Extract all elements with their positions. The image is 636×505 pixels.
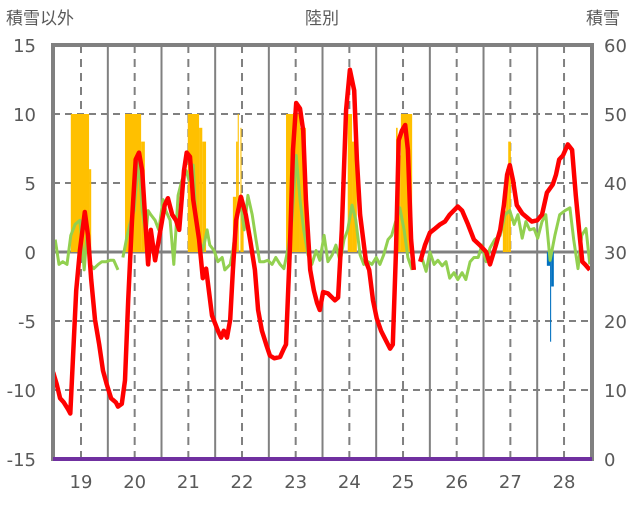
y-right-tick-label: 0: [604, 450, 615, 471]
y-left-tick-label: 5: [25, 174, 36, 195]
x-tick-label: 27: [499, 472, 522, 493]
bar-orange: [236, 141, 238, 252]
bar-orange: [347, 114, 353, 252]
y-left-tick-label: 10: [13, 105, 36, 126]
plot-frame: [51, 43, 594, 461]
bar-orange: [400, 114, 413, 252]
bar-orange: [89, 169, 92, 252]
x-tick-label: 21: [177, 472, 200, 493]
y-left-tick-label: -10: [7, 381, 36, 402]
y-right-tick-label: 60: [604, 36, 627, 57]
chart-title: 陸別: [305, 9, 339, 29]
x-tick-label: 23: [284, 472, 307, 493]
bar-blue: [551, 252, 554, 287]
bar-orange: [508, 141, 511, 252]
bar-orange: [199, 127, 203, 252]
bar-orange: [237, 114, 239, 252]
y-left-tick-label: -15: [7, 450, 36, 471]
y-right-tick-label: 10: [604, 381, 627, 402]
y-left-tick-label: 0: [25, 243, 36, 264]
right-axis-title: 積雪: [586, 9, 620, 29]
x-tick-label: 25: [392, 472, 415, 493]
bar-orange: [240, 127, 242, 252]
y-right-tick-label: 20: [604, 312, 627, 333]
x-tick-label: 20: [123, 472, 146, 493]
bar-orange: [352, 141, 357, 252]
y-left-tick-label: 15: [13, 36, 36, 57]
y-right-tick-label: 30: [604, 243, 627, 264]
y-right-tick-label: 40: [604, 174, 627, 195]
bar-orange: [299, 127, 306, 252]
bar-orange: [506, 169, 509, 252]
line-series: [50, 67, 592, 416]
left-axis-title: 積雪以外: [6, 9, 74, 29]
x-tick-label: 22: [231, 472, 254, 493]
x-tick-label: 19: [70, 472, 93, 493]
y-right-tick-label: 50: [604, 105, 627, 126]
bar-orange: [202, 141, 207, 252]
series-red-line: [50, 67, 592, 416]
x-tick-label: 26: [445, 472, 468, 493]
y-left-tick-label: -5: [18, 312, 36, 333]
x-tick-label: 28: [553, 472, 576, 493]
x-tick-label: 24: [338, 472, 361, 493]
bar-orange: [502, 210, 507, 252]
bar-blue: [550, 252, 552, 342]
